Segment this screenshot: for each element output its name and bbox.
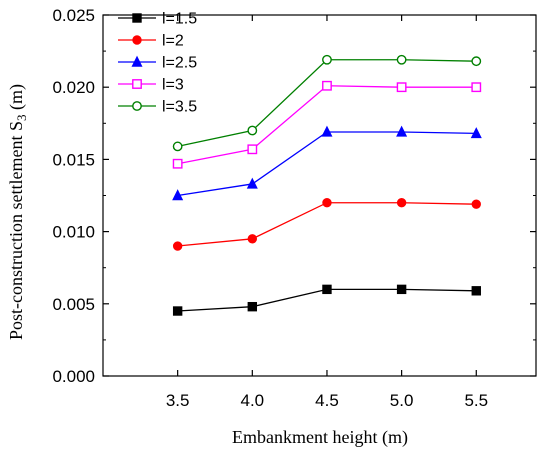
x-tick-label: 3.5 (166, 391, 190, 410)
data-point (247, 234, 258, 244)
legend-marker (132, 79, 142, 89)
data-point (396, 54, 407, 65)
x-tick-label: 5.0 (390, 391, 414, 410)
series-l-3-5 (172, 54, 482, 152)
series-l-1-5 (172, 284, 481, 316)
data-point (247, 125, 258, 136)
data-point (396, 125, 408, 137)
x-tick-label: 4.0 (240, 391, 264, 410)
series-l-2-5 (172, 125, 482, 201)
y-tick-label: 0.020 (52, 78, 95, 97)
legend-marker (132, 13, 142, 23)
data-point (172, 141, 183, 152)
series-l-2 (172, 198, 481, 251)
legend-label: l=2.5 (162, 55, 197, 72)
data-point (471, 82, 482, 93)
data-point (172, 306, 183, 316)
data-point (322, 54, 332, 65)
data-point (321, 125, 333, 137)
data-point (322, 80, 332, 91)
data-point (247, 301, 258, 312)
data-point (172, 158, 183, 169)
series-line (177, 202, 477, 247)
data-point (247, 144, 258, 155)
data-point (396, 82, 407, 93)
series-line (177, 131, 477, 197)
legend-item-l-2-5: l=2.5 (118, 55, 197, 72)
legend-item-l-2: l=2 (118, 33, 184, 50)
legend-label: l=2 (162, 33, 184, 50)
data-point (471, 286, 481, 296)
data-point (172, 241, 183, 251)
data-point (246, 177, 258, 189)
x-axis-title: Embankment height (m) (232, 427, 408, 448)
data-point (396, 284, 407, 295)
legend-item-l-3-5: l=3.5 (118, 99, 197, 116)
legend-marker (132, 35, 142, 45)
series-line (177, 85, 477, 165)
legend-item-l-1-5: l=1.5 (118, 11, 197, 28)
y-tick-label: 0.000 (52, 367, 95, 386)
data-point (322, 284, 332, 295)
legend-item-l-3: l=3 (118, 77, 184, 94)
y-tick-label: 0.005 (52, 295, 95, 314)
data-point (172, 189, 184, 201)
y-axis-title-unit: (m) (6, 84, 27, 115)
series-l-3 (172, 80, 482, 169)
x-tick-label: 5.5 (464, 391, 488, 410)
legend-marker (131, 55, 143, 67)
data-point (471, 199, 481, 209)
data-point (322, 198, 332, 208)
x-tick-label: 4.5 (315, 391, 339, 410)
legend-label: l=3.5 (162, 99, 197, 116)
data-point (396, 198, 407, 208)
y-tick-label: 0.015 (52, 150, 95, 169)
legend-label: l=3 (162, 77, 184, 94)
y-tick-label: 0.010 (52, 223, 95, 242)
y-axis-title: Post-construction settlement S3 (m) (6, 84, 29, 340)
legend-marker (132, 101, 142, 111)
data-point (471, 56, 482, 67)
data-point (470, 127, 482, 139)
y-tick-label: 0.025 (52, 6, 95, 25)
legend-label: l=1.5 (162, 11, 197, 28)
y-axis-title-subscript: 3 (14, 115, 29, 122)
